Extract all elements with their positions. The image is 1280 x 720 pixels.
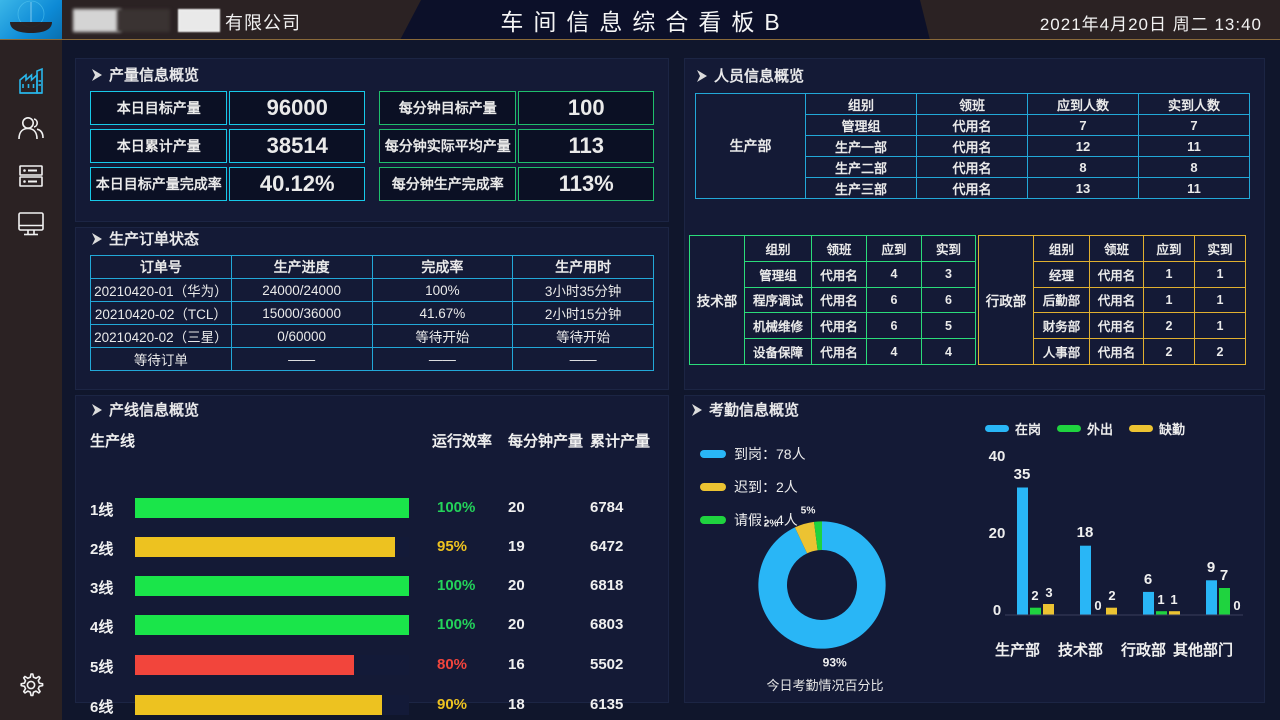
- svg-text:18: 18: [1077, 524, 1094, 541]
- svg-text:5%: 5%: [801, 506, 816, 517]
- svg-text:2: 2: [1031, 588, 1038, 603]
- svg-text:9: 9: [1207, 559, 1215, 576]
- svg-text:1: 1: [1157, 592, 1164, 607]
- svg-text:0: 0: [1233, 598, 1240, 613]
- svg-text:40: 40: [989, 448, 1006, 465]
- svg-text:2%: 2%: [764, 518, 779, 529]
- svg-text:35: 35: [1014, 466, 1031, 483]
- svg-text:0: 0: [993, 602, 1001, 619]
- svg-text:1: 1: [1170, 592, 1177, 607]
- svg-text:2: 2: [1108, 588, 1115, 603]
- svg-text:20: 20: [989, 525, 1006, 542]
- svg-text:3: 3: [1045, 585, 1052, 600]
- svg-text:93%: 93%: [823, 655, 847, 669]
- svg-text:7: 7: [1220, 567, 1228, 584]
- svg-text:0: 0: [1094, 598, 1101, 613]
- svg-text:6: 6: [1144, 571, 1152, 588]
